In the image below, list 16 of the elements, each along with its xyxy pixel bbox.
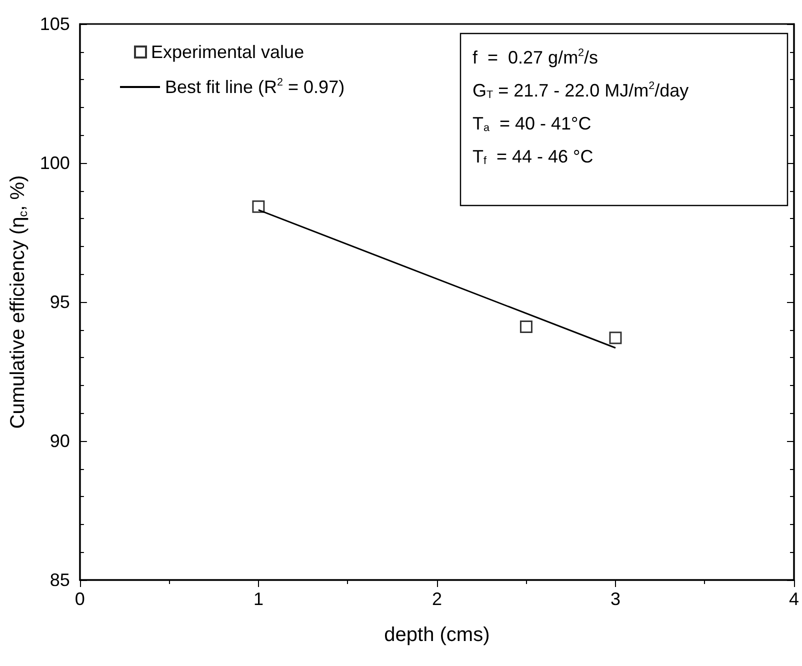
x-tick-label: 1 — [253, 589, 264, 609]
legend-label: Experimental value — [151, 42, 304, 62]
y-tick-label: 85 — [50, 570, 70, 590]
point — [520, 320, 532, 333]
x-tick-label: 0 — [74, 589, 85, 609]
point — [252, 200, 265, 213]
x-axis-title: depth (cms) — [384, 624, 490, 646]
y-tick-label: 90 — [50, 431, 70, 451]
x-tick-label: 2 — [432, 589, 442, 609]
point — [609, 332, 622, 344]
x-tick-label: 3 — [610, 589, 620, 609]
y-tick-label: 100 — [40, 153, 70, 173]
y-axis-title: Cumulative efficiency (ηc, %) — [7, 175, 30, 429]
y-tick-label: 95 — [50, 292, 70, 312]
y-tick-label: 105 — [40, 14, 70, 34]
x-tick-label: 4 — [788, 589, 799, 609]
